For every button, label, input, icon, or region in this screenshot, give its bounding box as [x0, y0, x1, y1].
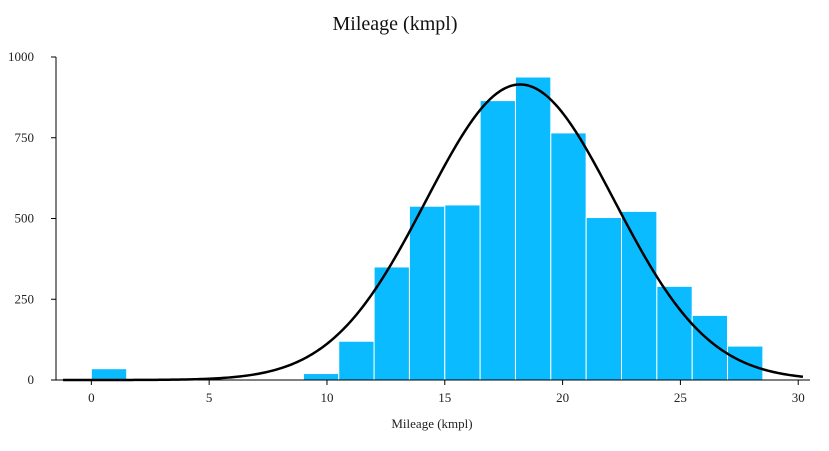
x-tick-label: 10: [320, 390, 333, 405]
histogram-bar: [656, 285, 693, 381]
x-tick-label: 20: [556, 390, 569, 405]
histogram-bar: [408, 205, 446, 381]
histogram-bar: [550, 132, 587, 381]
x-tick-label: 30: [792, 390, 805, 405]
histogram-bar: [338, 340, 375, 381]
chart-title: Mileage (kmpl): [333, 13, 458, 35]
histogram-bar: [479, 100, 516, 381]
bars-group: [90, 76, 764, 381]
y-tick-label: 250: [15, 291, 35, 306]
axes-group: 0 5 10 15 20 25 30 0 250 500 750 1000: [8, 49, 810, 405]
x-tick-label: 15: [438, 390, 451, 405]
y-tick-label: 1000: [8, 49, 34, 64]
histogram-bar: [444, 204, 481, 381]
fit-curve-group: [63, 83, 804, 382]
x-axis-title: Mileage (kmpl): [391, 416, 472, 431]
histogram-bar: [621, 210, 658, 381]
normal-fit-curve: [63, 83, 804, 382]
y-tick-label: 0: [28, 372, 35, 387]
histogram-bar: [691, 314, 729, 381]
y-tick-label: 750: [15, 130, 35, 145]
x-tick-label: 25: [674, 390, 687, 405]
histogram-bar: [585, 217, 622, 381]
x-tick-label: 0: [88, 390, 95, 405]
histogram-bar: [90, 368, 128, 381]
histogram-bar: [302, 373, 340, 381]
histogram-bar: [514, 76, 552, 381]
y-tick-label: 500: [15, 211, 35, 226]
histogram-bar: [373, 266, 410, 381]
x-tick-label: 5: [206, 390, 213, 405]
